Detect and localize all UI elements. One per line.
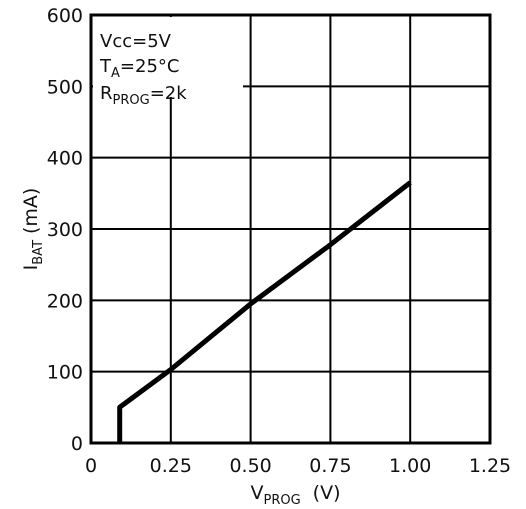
annotation-rprog-sub: PROG [113,93,150,108]
y-tick-label: 600 [47,5,83,27]
x-axis-label-main: V [250,482,263,504]
x-tick-label: 1.00 [389,455,431,477]
y-axis-label-main: I [20,265,42,271]
y-tick-label: 0 [71,433,83,455]
x-tick-label: 1.25 [469,455,511,477]
y-tick-label: 400 [47,148,83,170]
x-axis-label: VPROG (V) [250,482,340,508]
plot-frame [89,13,492,445]
x-axis-label-sub: PROG [263,493,300,508]
y-axis-label-sub: BAT [31,240,46,265]
annotation-ta-value: =25°C [120,56,180,77]
annotation-vcc: Vcc=5V [100,31,172,52]
y-axis-label-unit: (mA) [20,188,42,234]
y-tick-labels: 0 100 200 300 400 500 600 [47,5,83,455]
annotation-ta-sub: A [111,66,120,81]
y-axis-label: IBAT (mA) [20,188,46,271]
series-line [117,180,412,443]
x-tick-label: 0.50 [229,455,271,477]
y-tick-label: 100 [47,362,83,384]
x-tick-label-origin: 0 [85,455,97,477]
annotation-rprog-main: R [100,83,113,104]
y-tick-label: 500 [47,76,83,98]
x-axis-label-unit: (V) [313,482,341,504]
x-tick-labels: 0.25 0.50 0.75 1.00 1.25 [150,455,512,477]
annotation-ta-main: T [99,56,112,77]
annotation-background [93,17,243,97]
y-tick-label: 200 [47,290,83,312]
y-tick-label: 300 [47,219,83,241]
annotation-rprog: RPROG=2k [100,83,187,108]
x-tick-label: 0.75 [309,455,351,477]
x-tick-label: 0.25 [150,455,192,477]
annotation-ta: TA=25°C [99,56,179,81]
annotation-rprog-value: =2k [150,83,188,104]
